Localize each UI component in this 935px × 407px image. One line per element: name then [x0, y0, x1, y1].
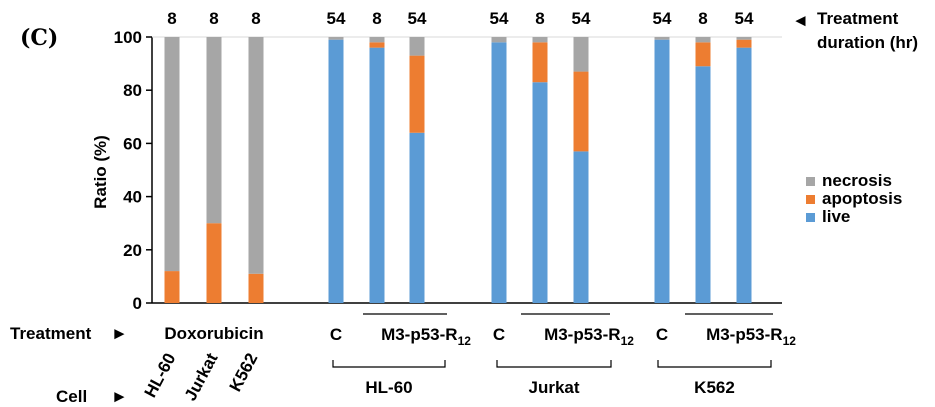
bar-11-apoptosis	[736, 39, 752, 48]
bar-5-necrosis	[409, 37, 425, 56]
bar-7-apoptosis	[532, 42, 548, 83]
y-tick-label-2: 40	[123, 188, 142, 207]
bar-3-live	[328, 39, 344, 303]
treatment-row-label: Treatment	[10, 324, 92, 343]
bar-5-live	[409, 132, 425, 303]
peptide-subscript-0: 12	[458, 334, 472, 348]
legend-label-necrosis: necrosis	[822, 171, 892, 190]
bar-4-necrosis	[369, 37, 385, 43]
treatment-control-1: C	[493, 325, 505, 344]
duration-label-1: 8	[209, 9, 218, 28]
bars	[164, 37, 752, 303]
bar-4-live	[369, 47, 385, 303]
bar-4-apoptosis	[369, 42, 385, 48]
duration-label-10: 8	[698, 9, 707, 28]
dox-cell-label-0: HL-60	[141, 350, 180, 401]
peptide-name-1: M3-p53-R	[544, 325, 621, 344]
treatment-row-arrow: ►	[111, 324, 128, 343]
duration-label-4: 8	[372, 9, 381, 28]
bar-2-apoptosis	[248, 273, 264, 303]
bar-10-live	[695, 66, 711, 303]
bar-0-necrosis	[164, 37, 180, 272]
cell-bracket-0	[332, 360, 446, 368]
bar-10-necrosis	[695, 37, 711, 43]
treatment-peptide-0: M3-p53-R12	[381, 325, 471, 348]
top-annotation-line1: Treatment	[817, 9, 899, 28]
bar-7-live	[532, 82, 548, 303]
bar-8-live	[573, 151, 589, 303]
bar-10-apoptosis	[695, 42, 711, 67]
legend-swatch-necrosis	[806, 177, 815, 186]
treatment-control-0: C	[330, 325, 342, 344]
bar-11-live	[736, 47, 752, 303]
legend-label-apoptosis: apoptosis	[822, 189, 902, 208]
duration-label-5: 54	[408, 9, 427, 28]
duration-label-2: 8	[251, 9, 260, 28]
peptide-name-2: M3-p53-R	[706, 325, 783, 344]
duration-label-0: 8	[167, 9, 176, 28]
peptide-subscript-2: 12	[783, 334, 797, 348]
y-ticks: 0 20 40 60 80 100	[114, 28, 152, 313]
bar-3-necrosis	[328, 37, 344, 40]
bar-8-necrosis	[573, 37, 589, 72]
y-tick-label-3: 60	[123, 134, 142, 153]
y-axis-label: Ratio (%)	[91, 135, 110, 209]
duration-label-9: 54	[653, 9, 672, 28]
bar-6-live	[491, 42, 507, 303]
treatment-peptide-2: M3-p53-R12	[706, 325, 796, 348]
bar-9-live	[654, 39, 670, 303]
bar-8-apoptosis	[573, 71, 589, 152]
duration-label-11: 54	[735, 9, 754, 28]
bar-6-necrosis	[491, 37, 507, 43]
legend-swatch-live	[806, 213, 815, 222]
cell-bracket-1	[496, 360, 612, 368]
bar-2-necrosis	[248, 37, 264, 274]
duration-label-7: 8	[535, 9, 544, 28]
cell-group-label-0: HL-60	[365, 378, 412, 397]
treatment-control-2: C	[656, 325, 668, 344]
peptide-subscript-1: 12	[621, 334, 635, 348]
bar-5-apoptosis	[409, 55, 425, 133]
duration-label-6: 54	[490, 9, 509, 28]
bar-7-necrosis	[532, 37, 548, 43]
dox-cell-labels: HL-60 Jurkat K562	[141, 350, 262, 404]
y-tick-label-0: 0	[133, 294, 142, 313]
top-annotation-arrow: ◄	[792, 11, 809, 30]
y-axis	[151, 36, 782, 304]
legend-swatch-apoptosis	[806, 195, 815, 204]
cell-row-arrow: ►	[111, 387, 128, 406]
treatment-peptide-1: M3-p53-R12	[544, 325, 634, 348]
panel-label: (C)	[20, 25, 58, 51]
dox-cell-label-1: Jurkat	[181, 350, 222, 404]
bar-0-apoptosis	[164, 271, 180, 303]
cell-bracket-2	[657, 360, 772, 368]
bar-1-apoptosis	[206, 223, 222, 303]
duration-label-8: 54	[572, 9, 591, 28]
top-annotation-line2: duration (hr)	[817, 33, 918, 52]
bar-11-necrosis	[736, 37, 752, 40]
y-tick-label-4: 80	[123, 81, 142, 100]
dox-cell-label-2: K562	[226, 350, 262, 395]
bar-1-necrosis	[206, 37, 222, 224]
legend-label-live: live	[822, 207, 850, 226]
treatment-groups: C C CM3-p53-R12 M3-p53-R12 M3-p53-R12	[330, 313, 796, 348]
y-tick-label-1: 20	[123, 241, 142, 260]
cell-groups: HL-60 Jurkat K562	[332, 360, 772, 397]
cell-group-label-1: Jurkat	[528, 378, 579, 397]
cell-row-label: Cell	[56, 387, 87, 406]
cell-group-label-2: K562	[694, 378, 735, 397]
duration-labels: 8 8 8 54 8 54 54 8 54 54 8 54	[167, 9, 754, 28]
peptide-name-0: M3-p53-R	[381, 325, 458, 344]
duration-label-3: 54	[327, 9, 346, 28]
treatment-doxorubicin: Doxorubicin	[164, 324, 263, 343]
bar-9-necrosis	[654, 37, 670, 40]
y-tick-label-5: 100	[114, 28, 142, 47]
